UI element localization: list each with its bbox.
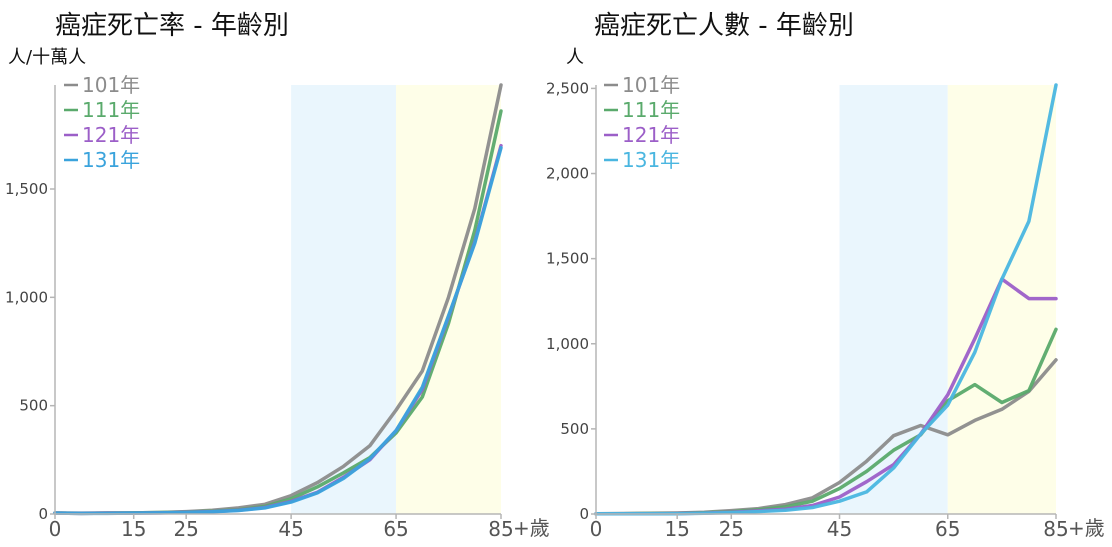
death-count-chart: 癌症死亡人數 - 年齡別 人 0 500 1,000 1,500 2,000 2,500 0… bbox=[546, 11, 1105, 541]
y-tick-label: 0 bbox=[38, 505, 48, 523]
x-tick-label: 65 bbox=[383, 517, 408, 541]
x-tick-label: 45 bbox=[278, 517, 303, 541]
legend-label: 111年 bbox=[622, 98, 680, 122]
x-tick-label: 85 bbox=[488, 517, 513, 541]
legend-label: 121年 bbox=[82, 123, 140, 147]
x-tick-label: 85 bbox=[1043, 517, 1068, 541]
y-tick-label: 500 bbox=[560, 420, 589, 438]
x-tick-label: 0 bbox=[590, 517, 603, 541]
age-band-0 bbox=[291, 85, 397, 514]
x-tick-label: 0 bbox=[49, 517, 62, 541]
y-tick-label: 1,500 bbox=[546, 250, 589, 268]
y-tick-label: 1,000 bbox=[5, 288, 48, 306]
age-band-0 bbox=[839, 85, 948, 514]
legend-label: 101年 bbox=[82, 73, 140, 97]
y-tick-label: 1,500 bbox=[5, 180, 48, 198]
x-axis-suffix: +歲 bbox=[513, 516, 550, 540]
series-line-131年 bbox=[53, 146, 503, 516]
y-tick-label: 0 bbox=[579, 505, 589, 523]
x-tick-label: 65 bbox=[935, 517, 960, 541]
legend-label: 111年 bbox=[82, 98, 140, 122]
y-tick-label: 500 bbox=[19, 397, 48, 415]
death-rate-chart: 癌症死亡率 - 年齡別 人/十萬人 0 500 1,000 1,500 0 15 25 45 6… bbox=[5, 11, 550, 541]
legend-label: 131年 bbox=[82, 148, 140, 172]
x-tick-label: 15 bbox=[121, 517, 146, 541]
y-tick-label: 1,000 bbox=[546, 335, 589, 353]
y-tick-label: 2,500 bbox=[546, 79, 589, 97]
chart-title: 癌症死亡人數 - 年齡別 bbox=[594, 11, 854, 41]
legend-label: 101年 bbox=[622, 73, 680, 97]
x-tick-label: 45 bbox=[827, 517, 852, 541]
x-tick-label: 15 bbox=[664, 517, 689, 541]
x-axis-suffix: +歲 bbox=[1068, 516, 1105, 540]
legend-label: 131年 bbox=[622, 148, 680, 172]
y-axis-label: 人 bbox=[566, 47, 584, 68]
y-axis-label: 人/十萬人 bbox=[8, 47, 86, 68]
x-tick-label: 25 bbox=[719, 517, 744, 541]
x-tick-label: 25 bbox=[173, 517, 198, 541]
y-tick-label: 2,000 bbox=[546, 165, 589, 183]
chart-title: 癌症死亡率 - 年齡別 bbox=[55, 11, 289, 41]
legend-label: 121年 bbox=[622, 123, 680, 147]
